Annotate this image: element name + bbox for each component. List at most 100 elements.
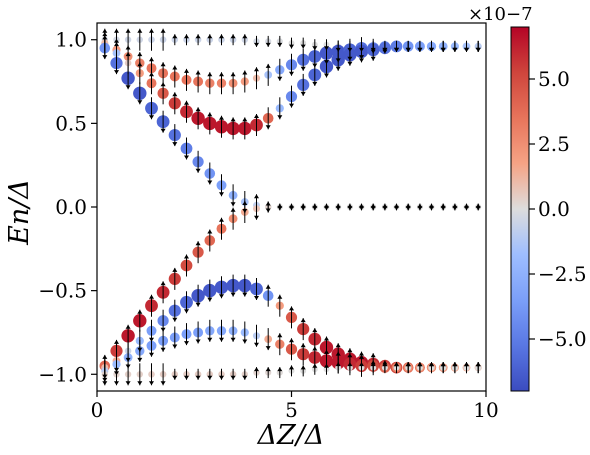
- spin-arrow-head: [125, 28, 131, 33]
- spin-arrow-head: [265, 63, 271, 68]
- spin-arrow-head: [219, 337, 224, 342]
- spin-arrows: [102, 28, 481, 386]
- spin-arrow-head: [172, 65, 178, 70]
- spin-arrow-head: [137, 357, 143, 362]
- spin-arrow-head: [195, 34, 201, 39]
- spin-arrow-head: [312, 346, 318, 351]
- y-axis-label: En/Δ: [4, 179, 35, 246]
- colorbar-tick-label: 2.5: [538, 132, 570, 156]
- spin-arrow-head: [289, 103, 294, 108]
- spin-arrow-head: [114, 339, 119, 344]
- spin-arrow-head: [452, 47, 458, 52]
- spin-arrow-head: [137, 309, 143, 314]
- spin-arrow-head: [254, 215, 259, 220]
- spin-arrow-head: [137, 62, 143, 67]
- spin-arrow-head: [265, 346, 271, 351]
- spin-arrow-head: [300, 206, 306, 211]
- spin-arrow-head: [394, 47, 399, 52]
- spin-arrow-head: [254, 367, 259, 372]
- spin-arrow-head: [289, 365, 294, 370]
- spin-arrow-head: [137, 100, 143, 105]
- spin-arrow-head: [137, 381, 143, 386]
- spin-arrow-head: [300, 343, 306, 348]
- spin-arrow-head: [475, 206, 481, 211]
- spin-arrow-head: [184, 341, 189, 346]
- spin-arrow-head: [219, 217, 224, 222]
- spin-arrow-head: [254, 342, 259, 347]
- spin-arrow-head: [324, 363, 329, 368]
- spin-arrow-head: [440, 362, 446, 367]
- spin-arrow-head: [207, 180, 213, 185]
- spin-arrow-head: [265, 367, 271, 372]
- spin-arrow-head: [277, 115, 283, 120]
- spin-arrow-head: [335, 362, 341, 367]
- spin-arrow-head: [102, 381, 108, 386]
- spin-arrow-head: [184, 155, 189, 160]
- spin-arrow-head: [102, 55, 108, 60]
- spin-arrow-head: [114, 38, 119, 43]
- spin-arrow-head: [324, 336, 329, 341]
- spin-arrow-head: [172, 344, 178, 349]
- spin-arrow-head: [149, 115, 154, 120]
- y-tick-label: −1.0: [38, 362, 87, 386]
- spin-arrow-head: [242, 201, 248, 205]
- spin-arrow-head: [417, 362, 423, 367]
- spin-arrow-head: [184, 68, 189, 73]
- spin-arrow-head: [242, 292, 248, 297]
- spin-arrow-head: [219, 192, 224, 197]
- spin-arrow-head: [149, 352, 154, 357]
- spin-arrow-head: [312, 81, 318, 86]
- y-ticks: −1.0 −0.5 0.0 0.5 1.0: [38, 28, 97, 386]
- spin-arrow-head: [137, 52, 143, 57]
- spin-arrow-head: [347, 353, 353, 358]
- spin-arrow-head: [347, 61, 353, 66]
- spin-arrow-head: [207, 337, 213, 342]
- spin-arrow-head: [265, 284, 271, 289]
- spin-arrow-head: [172, 34, 178, 39]
- spin-arrow-head: [289, 71, 294, 76]
- spin-arrow-head: [452, 362, 458, 367]
- spin-arrow-head: [195, 375, 201, 380]
- spin-arrow-head: [300, 318, 306, 323]
- spin-arrow-head: [160, 347, 166, 352]
- spin-arrow-head: [125, 324, 131, 329]
- spin-arrow-head: [172, 267, 178, 272]
- spin-arrow-head: [394, 206, 399, 211]
- spin-arrow-head: [300, 91, 306, 96]
- colorbar-gradient: [510, 26, 530, 392]
- spin-arrow-head: [172, 375, 178, 380]
- spin-arrow-head: [207, 112, 213, 117]
- spin-arrow-head: [382, 362, 388, 367]
- spin-arrow-head: [382, 49, 388, 54]
- spin-arrow-head: [254, 194, 259, 199]
- spin-arrow-head: [405, 362, 411, 367]
- spin-arrow-head: [265, 42, 271, 47]
- spin-arrow-head: [230, 375, 236, 380]
- spin-arrow-head: [219, 34, 224, 39]
- colorbar-ticks: −5.0 −2.5 0.0 2.5 5.0: [529, 67, 587, 351]
- spin-arrow-head: [370, 353, 376, 358]
- y-tick-label: 1.0: [55, 28, 87, 52]
- spin-arrow-head: [195, 241, 201, 246]
- spin-arrow-head: [230, 117, 236, 122]
- spin-arrow-head: [207, 297, 213, 302]
- x-tick-label: 5: [285, 398, 298, 422]
- spin-arrow-head: [172, 92, 178, 97]
- spin-arrow-head: [464, 362, 469, 367]
- spin-arrow-head: [324, 73, 329, 78]
- spin-arrow-head: [137, 28, 143, 33]
- spin-arrow-head: [475, 362, 481, 367]
- y-tick-label: 0.0: [55, 195, 87, 219]
- spin-arrow-head: [207, 375, 213, 380]
- spin-arrow-head: [475, 47, 481, 52]
- spin-arrow-head: [114, 70, 119, 75]
- spin-arrow-head: [300, 44, 306, 49]
- spin-arrow-head: [277, 333, 283, 338]
- spin-arrow-head: [160, 381, 166, 386]
- spin-arrow-head: [242, 70, 248, 75]
- spin-arrow-head: [125, 45, 131, 50]
- spin-arrow-head: [429, 47, 434, 52]
- spin-arrow-head: [335, 343, 341, 348]
- spin-arrow-head: [195, 107, 201, 112]
- spin-arrow-head: [370, 206, 376, 211]
